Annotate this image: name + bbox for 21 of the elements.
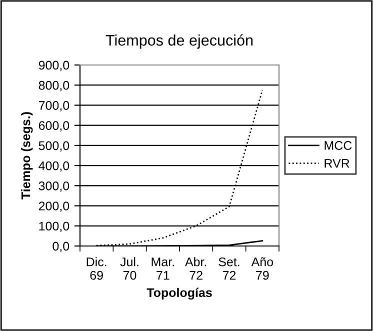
- y-tick-label: 900,0: [38, 60, 70, 72]
- x-tick-label: Jul. 70: [120, 257, 138, 280]
- x-tick-label: Dic. 69: [86, 257, 106, 280]
- x-tick-label: Mar. 71: [152, 258, 174, 280]
- y-tick-label: 600,0: [38, 121, 70, 132]
- chart-title: Tiempos de ejecución: [106, 34, 253, 49]
- x-tick-label: Abr. 72: [184, 257, 206, 280]
- x-tick-label: Set. 72: [218, 257, 240, 280]
- y-tick-label: 100,0: [39, 222, 70, 232]
- y-tick-label: 400,0: [38, 161, 70, 172]
- x-axis-title: Topologías: [146, 288, 212, 300]
- y-tick-label: 300,0: [38, 181, 70, 192]
- y-tick-label: 200,0: [38, 202, 70, 212]
- y-tick-label: 800,0: [38, 80, 70, 92]
- legend-label: RVR: [324, 159, 350, 168]
- legend-label: MCC: [324, 141, 352, 150]
- y-tick-label: 500,0: [38, 141, 70, 152]
- x-tick-label: Año 79: [251, 257, 274, 280]
- y-tick-label: 0,0: [52, 242, 70, 252]
- y-axis-title: Tiempo (segs.): [21, 112, 33, 200]
- y-tick-label: 700,0: [38, 101, 70, 112]
